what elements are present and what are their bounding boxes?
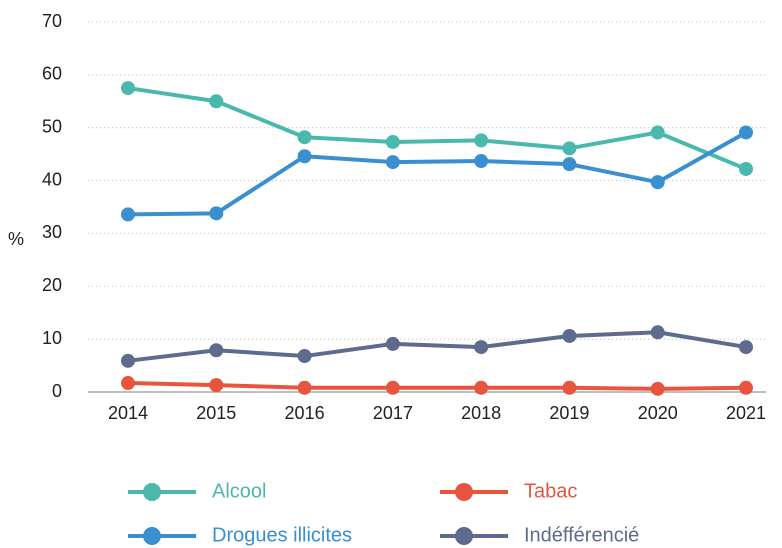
y-tick-label: 40 (42, 169, 62, 189)
y-tick-label: 0 (52, 381, 62, 401)
x-tick-label: 2019 (549, 403, 589, 423)
data-point (121, 353, 135, 368)
data-point (297, 149, 312, 164)
y-tick-label: 70 (42, 11, 62, 31)
series-line (127, 86, 747, 171)
data-point (739, 380, 753, 395)
data-point (297, 349, 312, 364)
legend-label: Alcool (212, 480, 266, 502)
data-point (739, 161, 753, 176)
data-point (209, 94, 224, 109)
data-point (562, 380, 577, 395)
x-tick-label: 2020 (638, 403, 678, 423)
y-tick-label: 20 (42, 275, 62, 295)
data-point (121, 207, 135, 222)
legend-marker (143, 483, 161, 501)
data-point (562, 141, 577, 156)
y-tick-label: 30 (42, 222, 62, 242)
data-point (121, 81, 135, 96)
legend-label: Tabac (524, 480, 577, 502)
y-axis-label: % (8, 229, 24, 249)
data-point (385, 155, 400, 170)
legend-marker (455, 483, 473, 501)
data-point (650, 175, 665, 190)
data-point (650, 325, 665, 340)
x-tick-label: 2021 (726, 403, 766, 423)
x-tick-label: 2015 (196, 403, 236, 423)
data-point (385, 134, 400, 149)
legend-marker (455, 527, 473, 545)
data-point (297, 380, 312, 395)
data-point (209, 378, 224, 393)
legend-label: Drogues illicites (212, 524, 352, 546)
data-point (650, 381, 665, 396)
x-tick-label: 2018 (461, 403, 501, 423)
x-tick-label: 2016 (285, 403, 325, 423)
data-point (739, 125, 753, 140)
data-point (474, 340, 489, 355)
legend-marker (143, 527, 161, 545)
data-point (209, 343, 224, 358)
data-point (385, 336, 400, 351)
data-point (297, 130, 312, 145)
data-point (474, 154, 489, 169)
y-tick-label: 10 (42, 328, 62, 348)
y-tick-label: 50 (42, 116, 62, 136)
data-point (474, 133, 489, 148)
series-line (127, 130, 747, 217)
data-point (739, 340, 753, 355)
data-point (209, 206, 224, 221)
x-tick-label: 2014 (108, 403, 148, 423)
legend-label: Indéfférencié (524, 524, 639, 546)
series-line (127, 330, 747, 363)
data-point (121, 376, 135, 391)
data-point (562, 157, 577, 172)
data-point (385, 380, 400, 395)
x-tick-label: 2017 (373, 403, 413, 423)
data-point (562, 328, 577, 343)
y-tick-label: 60 (42, 64, 62, 84)
series-line (127, 381, 747, 391)
data-point (650, 125, 665, 140)
data-point (474, 380, 489, 395)
